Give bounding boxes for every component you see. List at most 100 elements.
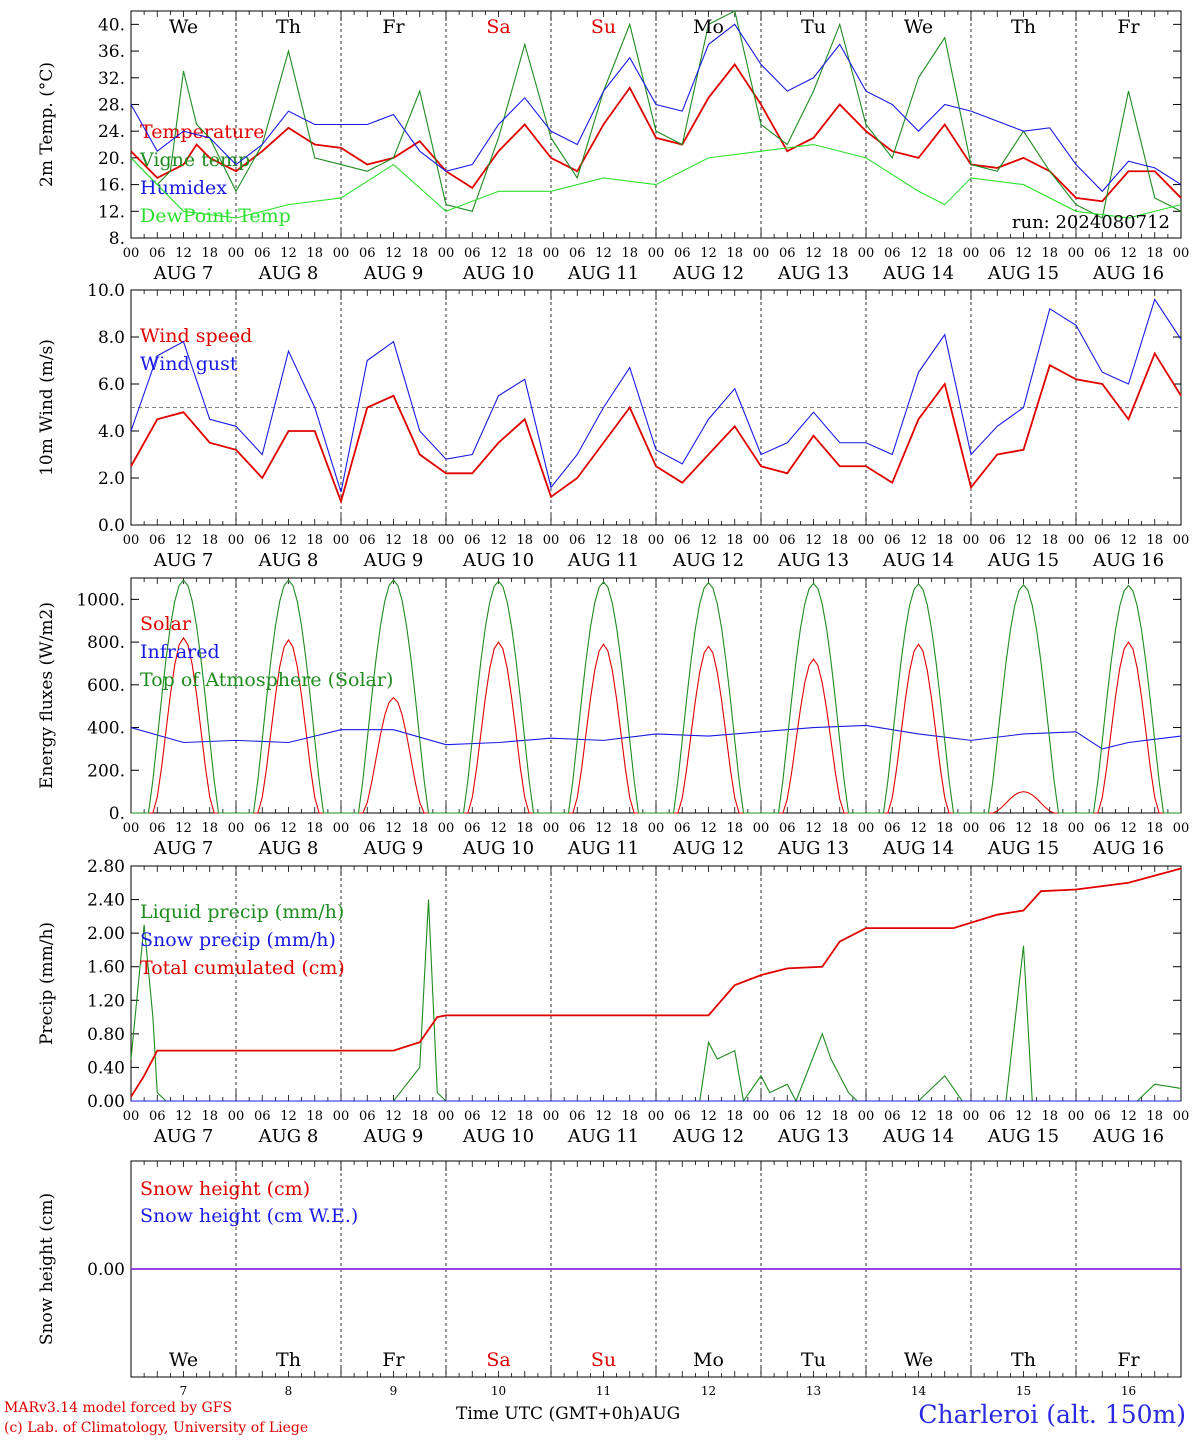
y-tick-label: 1.60	[87, 958, 125, 978]
series-line	[131, 579, 1181, 814]
legend-entry: Humidex	[140, 177, 227, 199]
hour-tick-label: 00	[858, 821, 875, 836]
hour-tick-label: 12	[280, 533, 297, 548]
weekday-footer: Fr	[382, 1349, 405, 1371]
day-number: 9	[390, 1384, 398, 1395]
date-label: AUG 11	[567, 263, 639, 284]
hour-tick-label: 12	[175, 821, 192, 836]
date-label: AUG 7	[153, 263, 214, 284]
date-label: AUG 14	[882, 1126, 954, 1147]
weekday-footer: Th	[1011, 1349, 1036, 1371]
hour-tick-label: 06	[1094, 1109, 1111, 1124]
hour-tick-label: 18	[306, 533, 323, 548]
weekday-header: Su	[591, 16, 616, 38]
date-label: AUG 13	[777, 550, 849, 571]
hour-tick-label: 12	[490, 533, 507, 548]
hour-tick-label: 00	[333, 533, 350, 548]
model-credits: MARv3.14 model forced by GFS (c) Lab. of…	[4, 1398, 308, 1438]
weekday-header: Fr	[1117, 16, 1140, 38]
hour-tick-label: 06	[1094, 533, 1111, 548]
y-tick-label: 1000.	[76, 590, 125, 610]
date-label: AUG 11	[567, 1126, 639, 1147]
y-axis-label: Snow height (cm)	[37, 1193, 57, 1345]
date-label: AUG 10	[462, 550, 534, 571]
hour-tick-label: 00	[123, 533, 140, 548]
y-tick-label: 0.80	[87, 1025, 125, 1045]
hour-tick-label: 12	[1120, 246, 1137, 261]
hour-tick-label: 12	[910, 533, 927, 548]
hour-tick-label: 06	[359, 246, 376, 261]
hour-tick-label: 12	[595, 533, 612, 548]
y-tick-label: 0.00	[87, 1260, 125, 1280]
hour-tick-label: 00	[438, 1109, 455, 1124]
hour-tick-label: 18	[1041, 1109, 1058, 1124]
hour-tick-label: 18	[516, 1109, 533, 1124]
date-label: AUG 13	[777, 838, 849, 859]
date-label: AUG 14	[882, 263, 954, 284]
hour-tick-label: 12	[280, 1109, 297, 1124]
y-tick-label: 800.	[87, 633, 125, 653]
hour-tick-label: 00	[123, 246, 140, 261]
date-label: AUG 14	[882, 550, 954, 571]
hour-tick-label: 06	[1094, 246, 1111, 261]
y-tick-label: 36.	[98, 42, 125, 62]
hour-tick-label: 00	[753, 533, 770, 548]
hour-tick-label: 00	[543, 246, 560, 261]
hour-tick-label: 06	[254, 1109, 271, 1124]
hour-tick-label: 12	[385, 533, 402, 548]
hour-tick-label: 18	[621, 246, 638, 261]
hour-tick-label: 06	[989, 246, 1006, 261]
weekday-header: Sa	[486, 16, 510, 38]
date-label: AUG 7	[153, 838, 214, 859]
weekday-header: Fr	[382, 16, 405, 38]
legend-entry: Temperature	[140, 121, 264, 143]
model-credit-line: MARv3.14 model forced by GFS	[4, 1400, 233, 1416]
legend-entry: DewPoint Temp	[140, 205, 291, 227]
hour-tick-label: 12	[1015, 533, 1032, 548]
hour-tick-label: 12	[805, 246, 822, 261]
hour-tick-label: 12	[280, 821, 297, 836]
hour-tick-label: 12	[595, 821, 612, 836]
hour-tick-label: 12	[175, 533, 192, 548]
hour-tick-label: 00	[1173, 821, 1190, 836]
legend-entry: Liquid precip (mm/h)	[140, 901, 344, 923]
hour-tick-label: 12	[385, 1109, 402, 1124]
hour-tick-label: 18	[831, 1109, 848, 1124]
weekday-header: Th	[276, 16, 301, 38]
weekday-header: Th	[1011, 16, 1036, 38]
hour-tick-label: 06	[884, 533, 901, 548]
time-axis-label: Time UTC (GMT+0h)AUG	[456, 1404, 680, 1424]
legend-entry: Wind speed	[140, 325, 252, 347]
hour-tick-label: 00	[228, 533, 245, 548]
date-label: AUG 15	[987, 838, 1059, 859]
hour-tick-label: 12	[385, 821, 402, 836]
hour-tick-label: 06	[884, 246, 901, 261]
hour-tick-label: 00	[963, 821, 980, 836]
hour-tick-label: 12	[910, 1109, 927, 1124]
hour-tick-label: 06	[149, 533, 166, 548]
hour-tick-label: 12	[595, 1109, 612, 1124]
hour-tick-label: 18	[411, 1109, 428, 1124]
hour-tick-label: 00	[963, 246, 980, 261]
lab-credit-line: (c) Lab. of Climatology, University of L…	[4, 1420, 309, 1436]
hour-tick-label: 06	[779, 246, 796, 261]
hour-tick-label: 00	[228, 1109, 245, 1124]
y-tick-label: 32.	[98, 69, 125, 89]
date-label: AUG 10	[462, 1126, 534, 1147]
date-label: AUG 13	[777, 1126, 849, 1147]
hour-tick-label: 06	[779, 821, 796, 836]
y-tick-label: 200.	[87, 761, 125, 781]
hour-tick-label: 06	[359, 821, 376, 836]
hour-tick-label: 18	[1041, 821, 1058, 836]
hour-tick-label: 12	[595, 246, 612, 261]
hour-tick-label: 18	[621, 821, 638, 836]
hour-tick-label: 12	[490, 821, 507, 836]
y-tick-label: 12.	[98, 202, 125, 222]
hour-tick-label: 00	[1068, 246, 1085, 261]
hour-tick-label: 18	[1041, 246, 1058, 261]
hour-tick-label: 18	[411, 246, 428, 261]
hour-tick-label: 06	[779, 533, 796, 548]
hour-tick-label: 06	[359, 1109, 376, 1124]
hour-tick-label: 00	[963, 533, 980, 548]
hour-tick-label: 18	[516, 821, 533, 836]
